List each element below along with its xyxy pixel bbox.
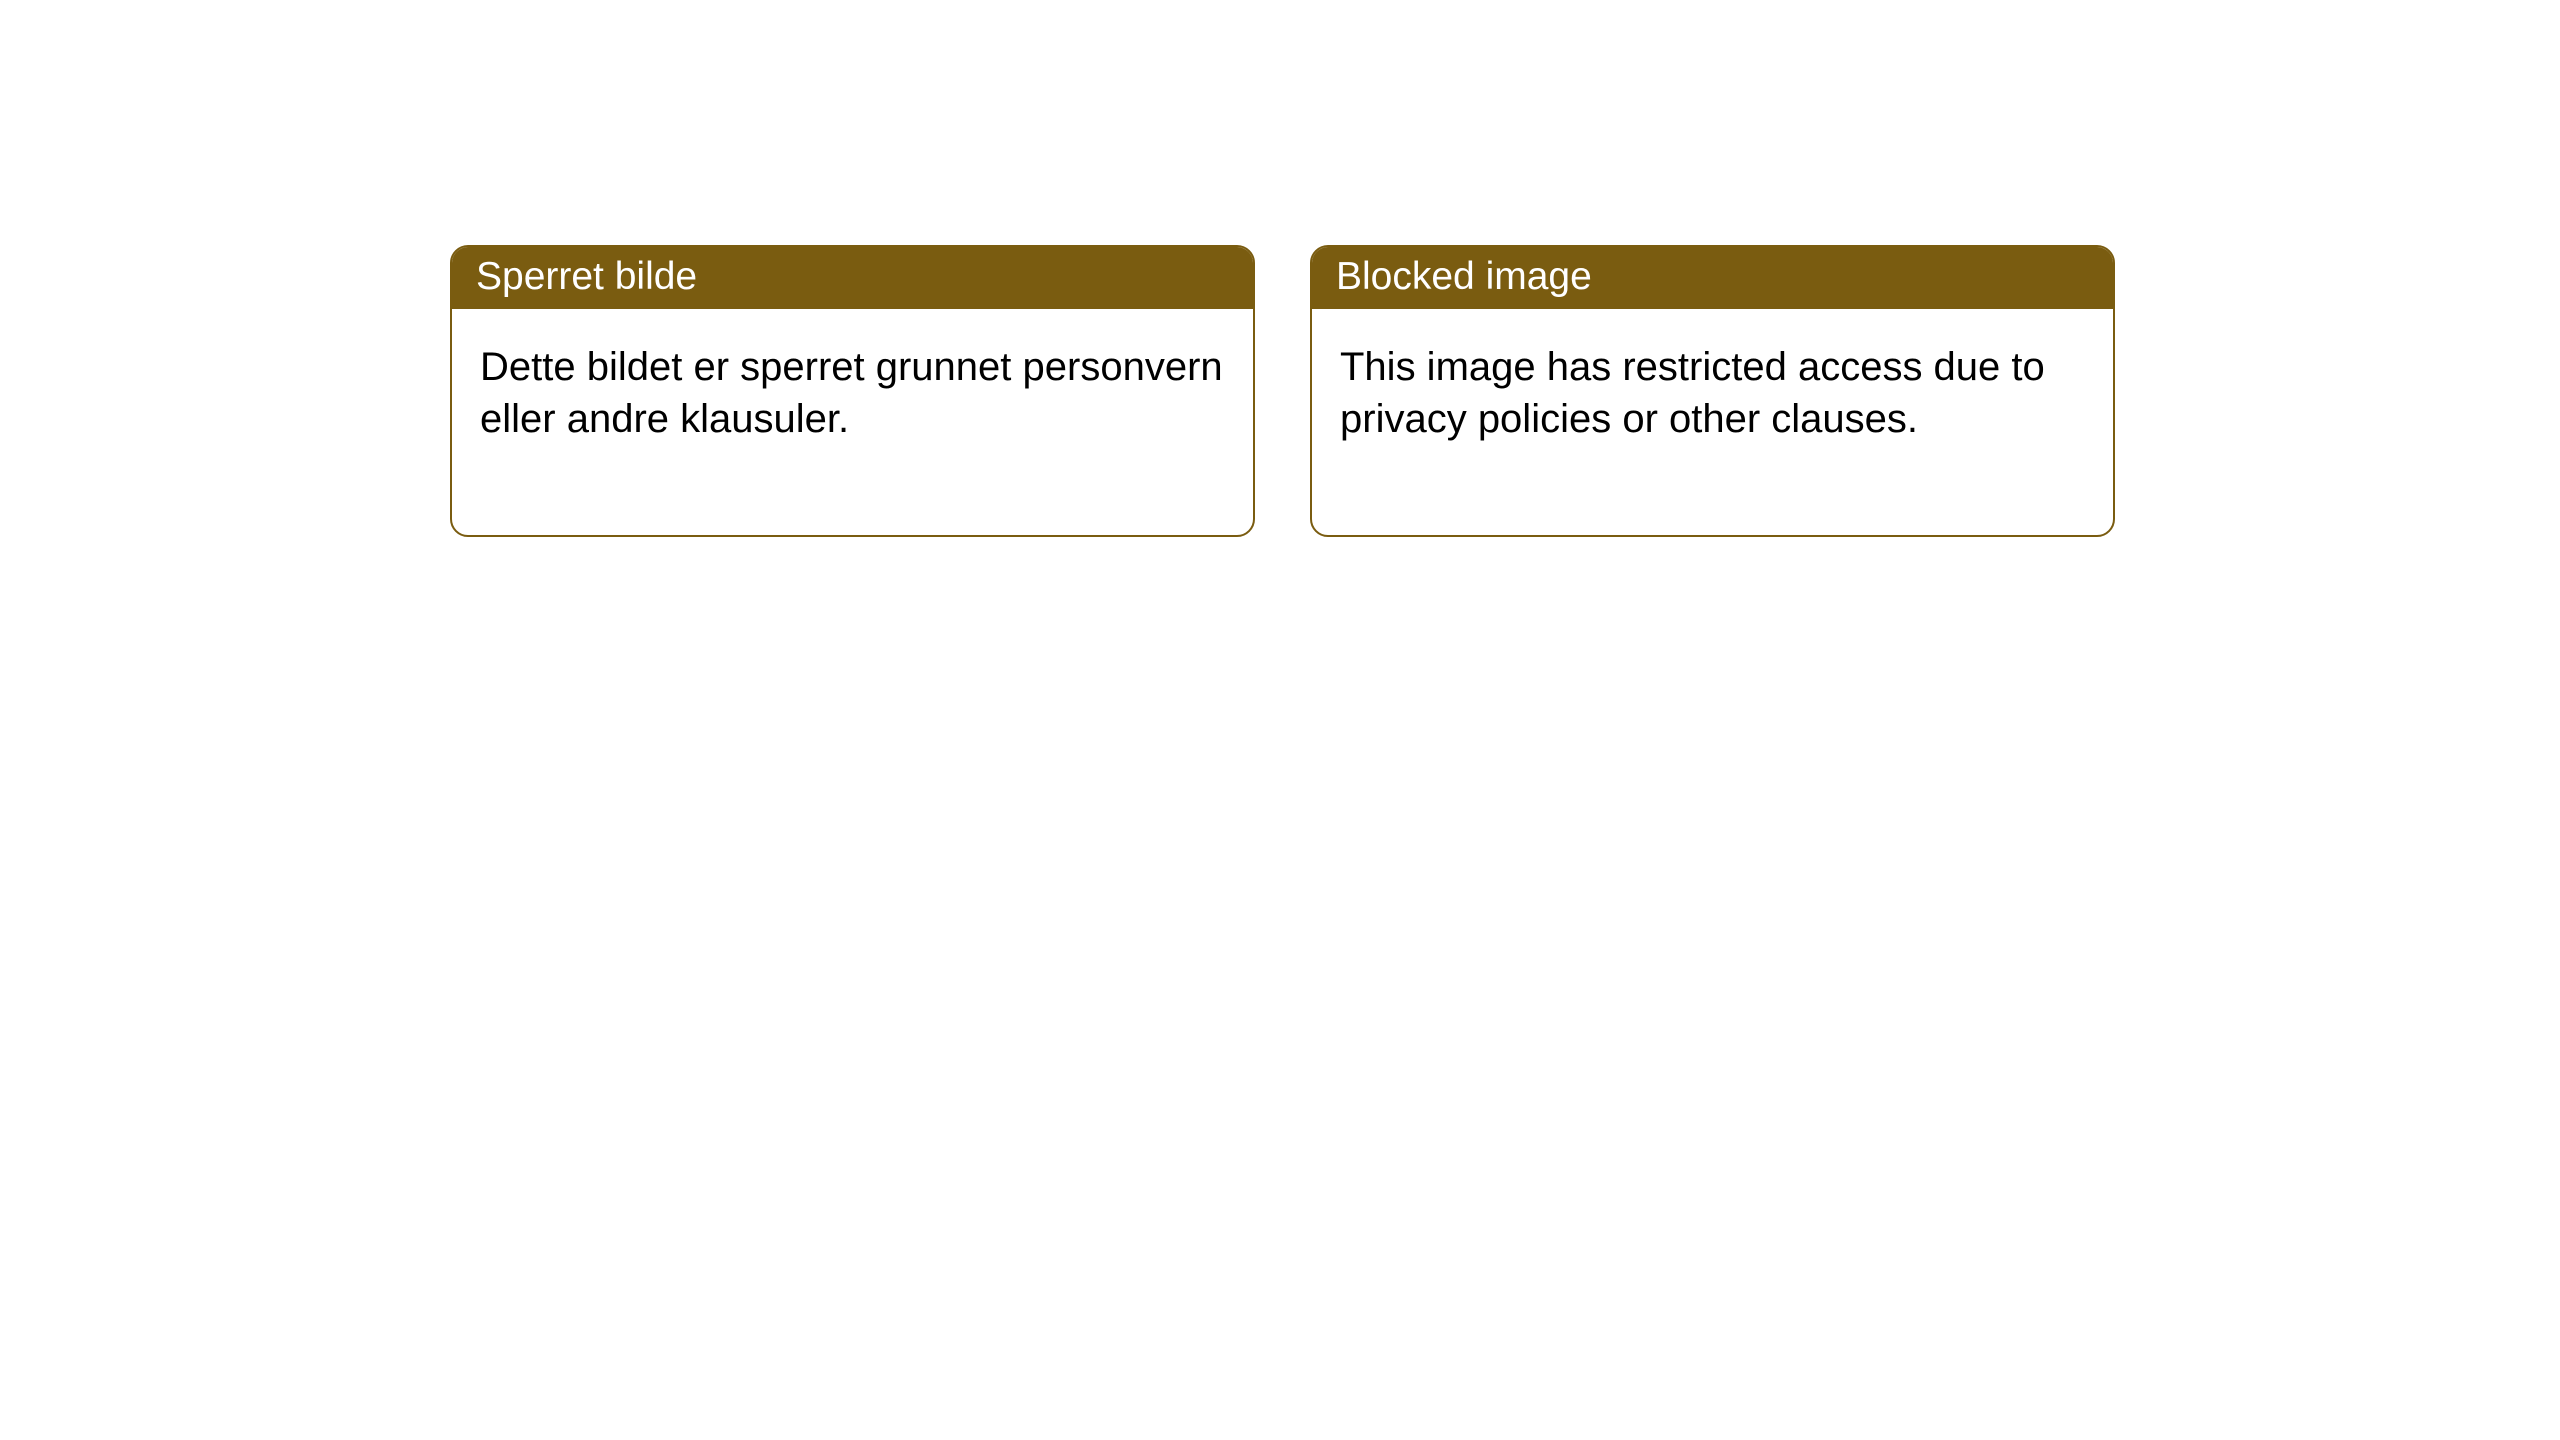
notice-title: Sperret bilde (476, 255, 697, 298)
notice-container: Sperret bilde Dette bildet er sperret gr… (0, 0, 2560, 537)
notice-message: This image has restricted access due to … (1340, 345, 2045, 441)
notice-body: This image has restricted access due to … (1312, 309, 2113, 535)
notice-box-english: Blocked image This image has restricted … (1310, 245, 2115, 537)
notice-title: Blocked image (1336, 255, 1592, 298)
notice-message: Dette bildet er sperret grunnet personve… (480, 345, 1223, 441)
notice-header: Sperret bilde (452, 247, 1253, 309)
notice-body: Dette bildet er sperret grunnet personve… (452, 309, 1253, 535)
notice-box-norwegian: Sperret bilde Dette bildet er sperret gr… (450, 245, 1255, 537)
notice-header: Blocked image (1312, 247, 2113, 309)
